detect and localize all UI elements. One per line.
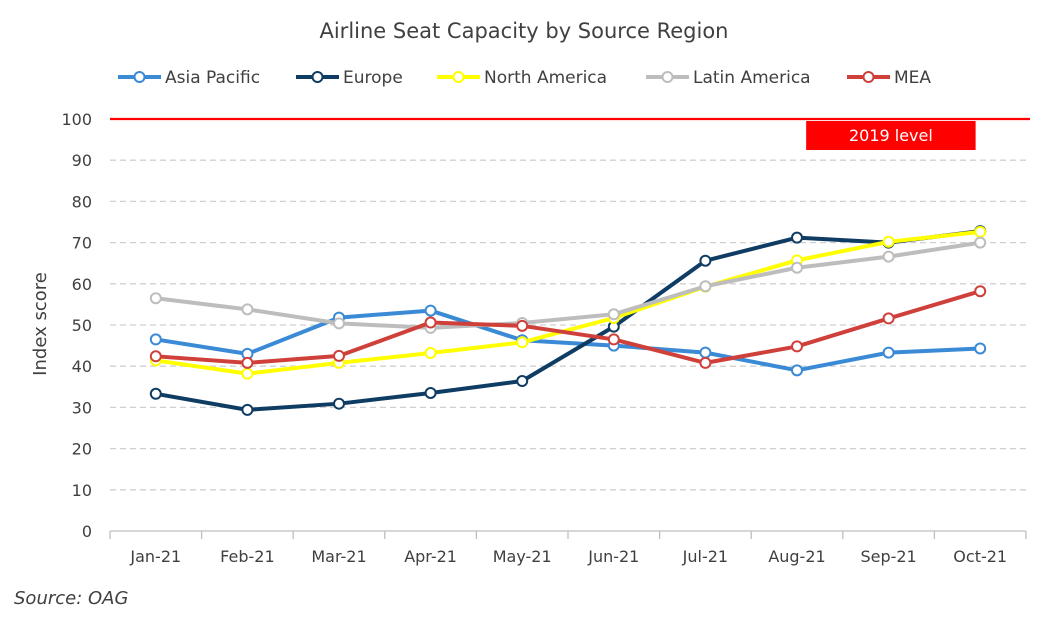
x-tick-label: Feb-21 <box>220 547 274 566</box>
legend-label: MEA <box>894 68 931 88</box>
data-point <box>149 333 162 346</box>
data-point <box>974 285 987 298</box>
data-point <box>241 356 254 369</box>
legend-item-asia-pacific: Asia Pacific <box>118 68 260 88</box>
data-point <box>607 333 620 346</box>
legend-label: Europe <box>343 68 403 88</box>
y-tick-label: 100 <box>61 110 92 129</box>
x-tick-label: Mar-21 <box>311 547 366 566</box>
x-tick-label: Sep-21 <box>860 547 916 566</box>
data-point <box>333 397 345 410</box>
data-point <box>516 336 529 349</box>
data-point <box>424 304 437 317</box>
series-latin-america <box>149 236 987 334</box>
legend: Asia Pacific Europe North America Latin Ame… <box>118 68 931 88</box>
series-asia-pacific <box>149 304 987 377</box>
data-point <box>241 367 254 380</box>
x-axis: Jan-21 Feb-21 Mar-21 Apr-21 May-21 Jun-21 Jul-… <box>109 530 1027 566</box>
legend-item-europe: Europe <box>296 68 403 88</box>
reference-line-group: 2019 level <box>110 117 1030 150</box>
y-tick-label: 50 <box>72 316 92 335</box>
series-line <box>153 240 983 330</box>
y-tick-label: 0 <box>82 522 92 541</box>
x-tick-label: Oct-21 <box>953 547 1007 566</box>
y-tick-label: 40 <box>72 357 92 376</box>
y-tick-label: 70 <box>72 234 92 253</box>
legend-label: Latin America <box>693 68 811 88</box>
data-point <box>882 346 895 359</box>
data-point <box>791 340 803 353</box>
data-point <box>882 235 895 248</box>
data-point <box>516 375 529 388</box>
data-point <box>424 386 437 399</box>
y-tick-label: 60 <box>72 275 92 294</box>
series-line <box>153 289 983 365</box>
series-line <box>153 229 983 412</box>
data-point <box>333 317 345 330</box>
data-point <box>699 356 712 369</box>
data-point <box>241 303 254 316</box>
series-line <box>153 308 983 373</box>
x-tick-label: Apr-21 <box>404 547 457 566</box>
data-point <box>149 292 162 305</box>
data-point <box>241 403 254 416</box>
legend-swatch-marker <box>452 71 465 83</box>
y-axis-label: Index score <box>30 272 51 376</box>
legend-swatch-marker <box>862 71 875 83</box>
data-point <box>974 342 987 355</box>
legend-item-latin-america: Latin America <box>646 68 811 88</box>
y-tick-label: 20 <box>72 440 92 459</box>
y-tick-label: 80 <box>72 192 92 211</box>
data-point <box>791 231 803 244</box>
x-tick-label: Aug-21 <box>768 547 825 566</box>
data-point <box>974 225 987 238</box>
data-point <box>424 347 437 360</box>
y-axis: 0 10 20 30 40 50 60 70 80 90 100 <box>61 110 92 541</box>
data-point <box>149 350 162 363</box>
y-tick-label: 30 <box>72 398 92 417</box>
y-tick-label: 90 <box>72 151 92 170</box>
data-point <box>882 250 895 263</box>
data-point <box>974 236 987 249</box>
x-tick-label: Jul-21 <box>682 547 728 566</box>
data-point <box>699 346 712 359</box>
legend-label: Asia Pacific <box>165 68 260 88</box>
legend-item-mea: MEA <box>847 68 931 88</box>
x-tick-label: Jun-21 <box>587 547 639 566</box>
source-note: Source: OAG <box>14 588 129 609</box>
data-point <box>699 280 712 293</box>
series-mea <box>149 285 987 369</box>
series-group <box>149 225 987 416</box>
data-point <box>424 316 437 329</box>
series-line <box>153 229 983 376</box>
reference-label: 2019 level <box>849 126 933 145</box>
data-point <box>516 319 529 332</box>
data-point <box>149 387 162 400</box>
y-tick-label: 10 <box>72 481 92 500</box>
x-tick-label: May-21 <box>493 547 552 566</box>
chart-title: Airline Seat Capacity by Source Region <box>319 19 728 43</box>
data-point <box>791 261 803 274</box>
legend-item-north-america: North America <box>437 68 607 88</box>
data-point <box>699 254 712 267</box>
data-point <box>791 364 803 377</box>
data-point <box>882 312 895 325</box>
legend-swatch-marker <box>133 71 146 83</box>
data-point <box>607 308 620 321</box>
legend-swatch-marker <box>661 71 674 83</box>
data-point <box>333 349 345 362</box>
grid <box>110 159 1026 491</box>
reference-label-box <box>806 121 976 150</box>
x-tick-label: Jan-21 <box>129 547 181 566</box>
legend-label: North America <box>484 68 607 88</box>
legend-swatch-marker <box>311 71 324 83</box>
